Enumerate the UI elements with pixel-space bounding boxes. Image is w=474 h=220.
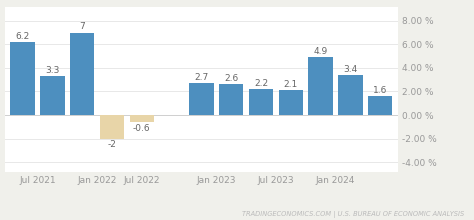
- Bar: [40, 76, 64, 115]
- Bar: [189, 83, 214, 115]
- Bar: [129, 115, 154, 122]
- Text: 4.9: 4.9: [313, 47, 328, 56]
- Text: TRADINGECONOMICS.COM | U.S. BUREAU OF ECONOMIC ANALYSIS: TRADINGECONOMICS.COM | U.S. BUREAU OF EC…: [242, 211, 465, 218]
- Bar: [100, 115, 124, 139]
- Bar: [279, 90, 303, 115]
- Bar: [70, 33, 94, 115]
- Text: -0.6: -0.6: [133, 123, 151, 132]
- Text: 2.7: 2.7: [194, 73, 209, 82]
- Text: 2.1: 2.1: [284, 80, 298, 89]
- Bar: [219, 84, 244, 115]
- Text: 1.6: 1.6: [373, 86, 387, 95]
- Bar: [338, 75, 363, 115]
- Bar: [249, 89, 273, 115]
- Text: 6.2: 6.2: [16, 31, 30, 40]
- Text: 7: 7: [79, 22, 85, 31]
- Text: 3.3: 3.3: [45, 66, 60, 75]
- Text: -2: -2: [108, 140, 117, 149]
- Text: 2.6: 2.6: [224, 74, 238, 83]
- Bar: [10, 42, 35, 115]
- Text: 2.2: 2.2: [254, 79, 268, 88]
- Text: 3.4: 3.4: [343, 64, 357, 73]
- Bar: [309, 57, 333, 115]
- Bar: [368, 96, 392, 115]
